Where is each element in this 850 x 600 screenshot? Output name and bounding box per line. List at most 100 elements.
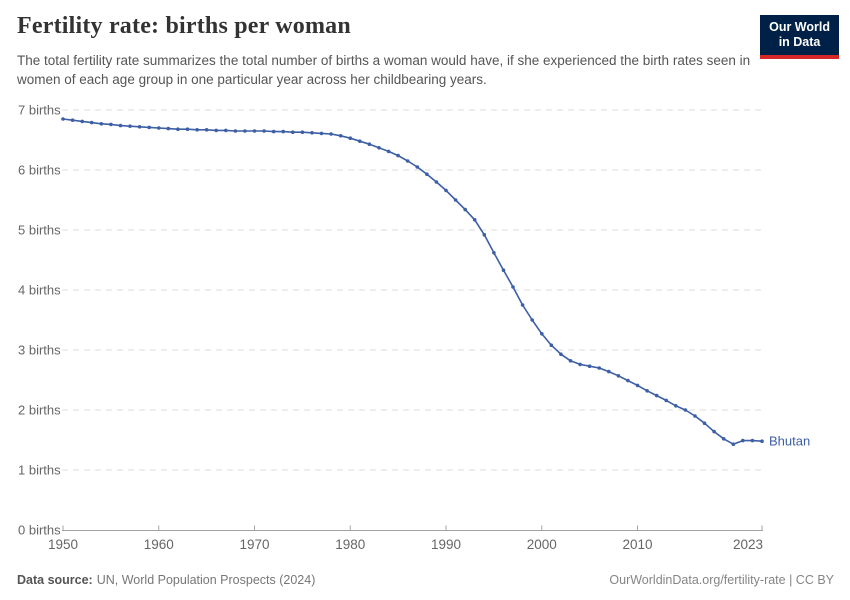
data-point[interactable] xyxy=(501,268,506,273)
data-point[interactable] xyxy=(377,146,381,150)
data-point[interactable] xyxy=(109,122,113,127)
data-point[interactable] xyxy=(511,285,515,289)
data-point[interactable] xyxy=(664,398,668,403)
data-point[interactable] xyxy=(99,122,104,126)
data-point[interactable] xyxy=(520,303,525,307)
data-point[interactable] xyxy=(338,134,343,138)
data-point[interactable] xyxy=(367,142,372,146)
data-point[interactable] xyxy=(453,198,458,202)
data-point[interactable] xyxy=(176,127,180,131)
y-axis-tick-label: 0 births xyxy=(18,523,61,538)
data-point[interactable] xyxy=(741,438,745,443)
data-point[interactable] xyxy=(654,393,659,398)
chart-footer: Data source: UN, World Population Prospec… xyxy=(17,573,834,587)
data-point[interactable] xyxy=(147,125,151,130)
data-point[interactable] xyxy=(300,130,305,134)
y-axis-tick-label: 6 births xyxy=(18,163,61,178)
data-point[interactable] xyxy=(472,218,477,222)
owid-logo[interactable]: Our World in Data xyxy=(760,15,839,59)
credit-line: OurWorldinData.org/fertility-rate | CC B… xyxy=(609,573,834,587)
data-point[interactable] xyxy=(358,139,362,143)
data-point[interactable] xyxy=(482,233,487,237)
data-point[interactable] xyxy=(530,318,534,322)
data-point[interactable] xyxy=(348,136,353,140)
data-point[interactable] xyxy=(674,404,678,408)
data-point[interactable] xyxy=(626,378,630,383)
data-point[interactable] xyxy=(204,128,209,132)
data-point[interactable] xyxy=(243,129,247,133)
data-point[interactable] xyxy=(70,118,75,122)
data-point[interactable] xyxy=(386,149,391,154)
data-point[interactable] xyxy=(61,117,65,121)
data-point[interactable] xyxy=(214,128,218,133)
y-axis-tick-label: 4 births xyxy=(18,283,61,298)
data-point[interactable] xyxy=(607,369,611,374)
data-point[interactable] xyxy=(540,332,544,336)
data-point[interactable] xyxy=(760,439,764,444)
x-axis-tick-label: 2000 xyxy=(527,537,557,552)
data-point[interactable] xyxy=(425,172,429,176)
data-point[interactable] xyxy=(233,129,238,133)
data-point[interactable] xyxy=(434,180,439,184)
data-point[interactable] xyxy=(587,364,592,369)
data-point[interactable] xyxy=(166,126,171,131)
data-point[interactable] xyxy=(683,408,688,412)
data-point[interactable] xyxy=(329,132,333,136)
data-point[interactable] xyxy=(712,429,716,434)
data-point[interactable] xyxy=(224,128,228,133)
x-axis-tick-label: 1970 xyxy=(239,537,269,552)
data-source: Data source: UN, World Population Prospec… xyxy=(17,573,315,587)
chart-subtitle: The total fertility rate summarizes the … xyxy=(17,53,751,87)
owid-logo-line2: in Data xyxy=(778,35,821,50)
data-point[interactable] xyxy=(396,153,400,158)
x-axis-tick-label: 1950 xyxy=(48,537,78,552)
x-axis-tick-label: 2023 xyxy=(733,537,763,552)
data-point[interactable] xyxy=(195,128,199,132)
data-point[interactable] xyxy=(271,129,276,134)
y-axis-tick-label: 7 births xyxy=(18,103,61,118)
data-point[interactable] xyxy=(463,207,468,212)
data-point[interactable] xyxy=(291,130,295,134)
y-axis-tick-label: 5 births xyxy=(18,223,61,238)
data-point[interactable] xyxy=(559,352,563,357)
y-axis-tick-label: 2 births xyxy=(18,403,61,418)
data-point[interactable] xyxy=(597,366,601,370)
data-point[interactable] xyxy=(281,129,286,134)
page-title: Fertility rate: births per woman xyxy=(17,13,351,39)
data-point[interactable] xyxy=(444,188,448,193)
data-point[interactable] xyxy=(118,123,123,128)
data-source-value: UN, World Population Prospects (2024) xyxy=(96,573,316,587)
data-point[interactable] xyxy=(310,131,314,135)
x-axis-tick-label: 2010 xyxy=(622,537,652,552)
data-point[interactable] xyxy=(80,119,84,124)
data-point[interactable] xyxy=(568,359,573,363)
data-point[interactable] xyxy=(635,383,640,388)
data-point[interactable] xyxy=(89,120,94,125)
data-point[interactable] xyxy=(128,124,132,128)
data-point[interactable] xyxy=(137,125,142,129)
data-point[interactable] xyxy=(731,442,736,447)
data-point[interactable] xyxy=(702,421,707,426)
data-point[interactable] xyxy=(262,129,266,133)
data-point[interactable] xyxy=(616,374,621,378)
data-point[interactable] xyxy=(645,389,649,393)
x-axis-tick-label: 1980 xyxy=(335,537,365,552)
owid-logo-line1: Our World xyxy=(769,20,830,34)
data-point[interactable] xyxy=(405,159,410,163)
data-point[interactable] xyxy=(721,437,726,441)
data-point[interactable] xyxy=(319,131,324,136)
data-point[interactable] xyxy=(415,165,420,169)
data-point[interactable] xyxy=(157,126,161,130)
x-axis-tick-label: 1960 xyxy=(144,537,174,552)
data-point[interactable] xyxy=(185,127,190,131)
entity-label[interactable]: Bhutan xyxy=(769,434,810,449)
data-point[interactable] xyxy=(252,129,257,133)
data-point[interactable] xyxy=(693,414,697,418)
data-point[interactable] xyxy=(492,251,496,255)
data-point[interactable] xyxy=(578,362,582,367)
data-point[interactable] xyxy=(750,438,755,443)
data-point[interactable] xyxy=(549,343,554,348)
y-axis-tick-label: 1 births xyxy=(18,463,61,478)
